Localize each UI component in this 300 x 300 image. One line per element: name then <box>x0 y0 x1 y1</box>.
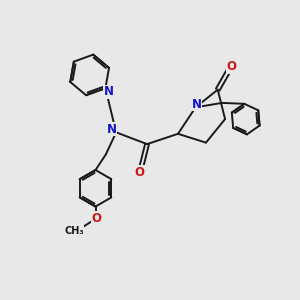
Text: N: N <box>107 123 117 136</box>
Text: CH₃: CH₃ <box>64 226 84 236</box>
Text: O: O <box>92 212 101 224</box>
Text: O: O <box>135 166 145 178</box>
Text: N: N <box>191 98 202 111</box>
Text: O: O <box>226 61 237 74</box>
Text: N: N <box>104 85 114 98</box>
